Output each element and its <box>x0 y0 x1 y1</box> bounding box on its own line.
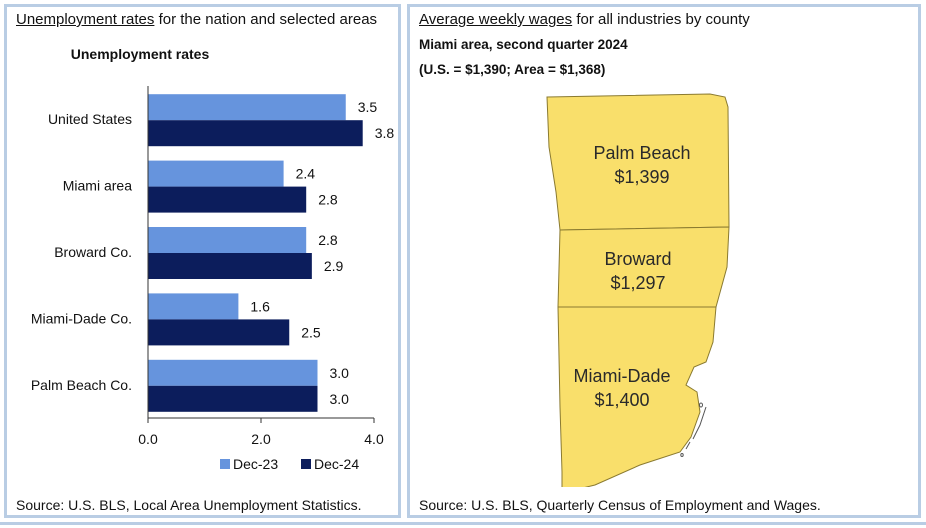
data-label: 2.8 <box>318 232 338 248</box>
panel-title-rest: for the nation and selected areas <box>154 11 378 28</box>
county-name: Palm Beach <box>593 143 690 163</box>
data-label: 2.4 <box>296 166 316 182</box>
data-label: 2.5 <box>301 324 321 340</box>
coastal-islands <box>680 402 707 457</box>
bar-dec-24 <box>148 253 312 279</box>
bar-dec-23 <box>148 160 284 187</box>
category-label: Broward Co. <box>54 244 132 260</box>
data-label: 3.8 <box>375 125 395 141</box>
key-island <box>680 453 684 457</box>
bar-dec-24 <box>148 385 318 412</box>
panel-title: Average weekly wages for all industries … <box>419 11 750 28</box>
bar-dec-23 <box>148 94 346 121</box>
source-note: Source: U.S. BLS, Local Area Unemploymen… <box>16 497 362 513</box>
data-label: 3.0 <box>330 365 350 381</box>
legend-label: Dec-23 <box>233 456 278 472</box>
key-island <box>685 441 691 450</box>
panel-title: Unemployment rates for the nation and se… <box>16 11 377 28</box>
category-label: United States <box>48 111 132 127</box>
data-label: 2.8 <box>318 192 338 208</box>
bar-dec-23 <box>148 293 239 320</box>
county-wage: $1,399 <box>614 167 669 187</box>
panel-title-link: Unemployment rates <box>16 11 155 28</box>
legend-swatch <box>301 459 311 469</box>
category-label: Miami area <box>63 178 132 194</box>
source-note: Source: U.S. BLS, Quarterly Census of Em… <box>419 497 821 513</box>
county-wage: $1,297 <box>610 273 665 293</box>
legend-label: Dec-24 <box>314 456 359 472</box>
key-island <box>699 402 703 408</box>
data-label: 2.9 <box>324 258 344 274</box>
chart-title: Unemployment rates <box>71 46 210 62</box>
miami-dade-county <box>557 306 717 487</box>
map-subtitle-averages: (U.S. = $1,390; Area = $1,368) <box>419 62 606 77</box>
category-label: Miami-Dade Co. <box>31 310 132 326</box>
x-tick-label: 4.0 <box>364 431 384 447</box>
broward-county <box>557 226 730 308</box>
bar-dec-23 <box>148 227 307 253</box>
unemployment-panel: Unemployment rates for the nation and se… <box>4 4 401 518</box>
wages-panel: Average weekly wages for all industries … <box>407 4 921 518</box>
county-name: Miami-Dade <box>573 366 670 386</box>
bar-dec-24 <box>148 120 363 147</box>
data-label: 3.5 <box>358 99 378 115</box>
x-tick-label: 0.0 <box>138 431 158 447</box>
panel-title-link: Average weekly wages <box>419 11 573 28</box>
data-label: 3.0 <box>330 391 350 407</box>
unemployment-chart: Unemployment rates United States 3.5 3.8 Mia… <box>31 46 395 472</box>
bar-dec-24 <box>148 319 290 346</box>
key-island <box>692 406 707 440</box>
county-wage: $1,400 <box>594 390 649 410</box>
category-label: Palm Beach Co. <box>31 377 132 393</box>
x-tick-label: 2.0 <box>251 431 271 447</box>
county-name: Broward <box>604 249 671 269</box>
data-label: 1.6 <box>250 298 270 314</box>
bar-dec-23 <box>148 359 318 386</box>
legend-swatch <box>220 459 230 469</box>
panel-title-rest: for all industries by county <box>572 11 750 28</box>
county-map: Palm Beach $1,399 Broward $1,297 Miami-D… <box>546 93 730 487</box>
bottom-rule <box>0 522 926 525</box>
map-subtitle: Miami area, second quarter 2024 <box>419 37 628 52</box>
bar-dec-24 <box>148 186 307 213</box>
